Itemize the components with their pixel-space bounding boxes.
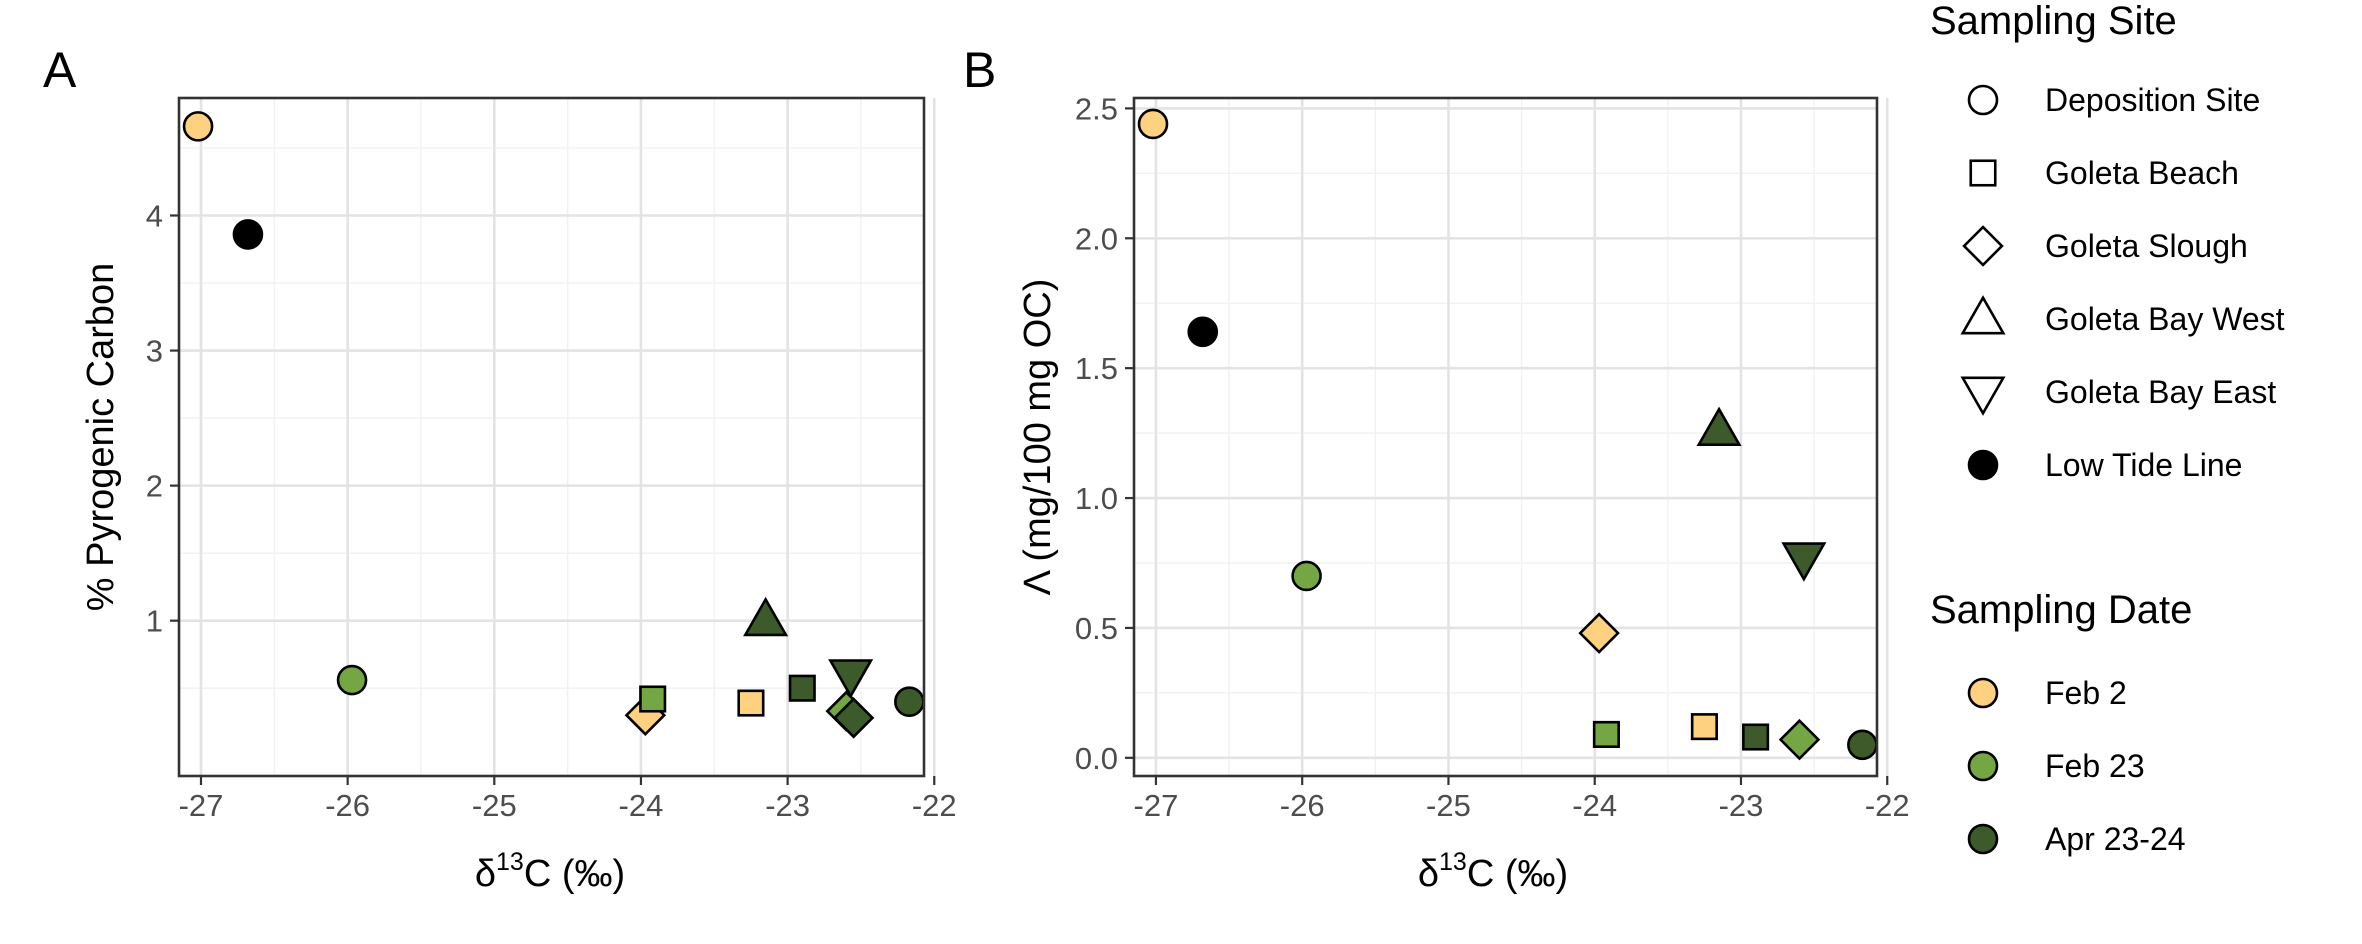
panel-a-data-point bbox=[737, 689, 765, 717]
panel-b-border bbox=[1132, 96, 1879, 778]
panel-b-x-tick-label: -27 bbox=[1134, 788, 1179, 823]
panel-a-border bbox=[177, 96, 926, 778]
panel-a-tag: A bbox=[43, 42, 77, 98]
legend-date-label: Feb 2 bbox=[2045, 675, 2127, 711]
legend-site-key-triangle-down bbox=[1960, 376, 2006, 416]
legend-site-key-triangle-up bbox=[1960, 295, 2006, 335]
legend-sampling-site: Sampling Site Deposition Site Goleta Beac… bbox=[1930, 0, 2285, 483]
panel-b-data-point bbox=[1291, 560, 1322, 592]
panel-b-y-axis-title: Λ (mg/100 mg OC) bbox=[1017, 279, 1059, 596]
panel-b-data-point bbox=[1781, 542, 1827, 582]
panel-b-data-point bbox=[1696, 406, 1742, 447]
panel-b-data-point bbox=[1137, 108, 1169, 140]
legend-site-label: Low Tide Line bbox=[2045, 447, 2242, 483]
panel-a-y-tick-label: 3 bbox=[146, 334, 163, 369]
panel-a-data-point bbox=[743, 596, 789, 637]
panel-b-x-tick-label: -25 bbox=[1426, 788, 1471, 823]
panel-a-data-point bbox=[182, 111, 214, 142]
legend-site-key-circle-filled bbox=[1967, 449, 1999, 481]
legend-site-label: Deposition Site bbox=[2045, 82, 2260, 118]
panel-a-y-tick-label: 2 bbox=[146, 469, 163, 504]
panel-b-x-tick-label: -24 bbox=[1572, 788, 1617, 823]
panel-a-x-axis-title-superscript: 13 bbox=[496, 848, 524, 876]
panel-a-x-tick-label: -26 bbox=[325, 788, 370, 823]
legend-site-key-diamond bbox=[1962, 225, 2004, 267]
legend-site-label: Goleta Beach bbox=[2045, 155, 2239, 191]
panel-a-data-point bbox=[232, 219, 264, 250]
legend-date-label: Feb 23 bbox=[2045, 748, 2145, 784]
panel-a-x-tick-label: -25 bbox=[472, 788, 517, 823]
panel-a-data-point bbox=[639, 685, 667, 713]
panel-a-x-tick-label: -27 bbox=[179, 788, 224, 823]
legend-date-label: Apr 23-24 bbox=[2045, 821, 2186, 857]
panel-b-data-point bbox=[1690, 713, 1718, 741]
panel-a-x-tick-label: -23 bbox=[765, 788, 810, 823]
legend-date-key-circle bbox=[1967, 750, 1999, 782]
panel-a-y-axis-title: % Pyrogenic Carbon bbox=[80, 263, 122, 612]
panel-b-data-point bbox=[1592, 720, 1620, 748]
panel-a-data-point bbox=[336, 664, 368, 696]
panel-b-x-axis-title-superscript: 13 bbox=[1439, 848, 1467, 876]
panel-b: B -27 -26 -25 -24 -23 -22 0.0 0.5 1.0 1.5 2.0 2.5 Λ… bbox=[963, 42, 1910, 895]
panel-a-x-axis-title-rest: C (‰) bbox=[524, 853, 625, 895]
panel-b-x-axis-title: δ13C (‰) bbox=[1418, 848, 1568, 895]
panel-a-data-point bbox=[788, 674, 816, 702]
panel-b-background bbox=[1134, 98, 1877, 776]
legend-site-key-circle bbox=[1967, 84, 1999, 116]
panel-b-x-tick-label: -26 bbox=[1280, 788, 1325, 823]
panel-b-y-tick-label: 2.5 bbox=[1075, 91, 1118, 126]
legend-date-key-circle bbox=[1967, 823, 1999, 855]
panel-b-y-tick-label: 2.0 bbox=[1075, 221, 1118, 256]
panel-a-data-point bbox=[828, 659, 874, 699]
legend-sampling-date-title: Sampling Date bbox=[1930, 588, 2192, 632]
legend-date-key-circle bbox=[1967, 677, 1999, 709]
panel-b-x-axis-title-delta: δ bbox=[1418, 853, 1439, 895]
legend-site-key-square bbox=[1969, 159, 1997, 187]
panel-a-y-tick-label: 4 bbox=[146, 199, 163, 234]
panel-b-x-tick-label: -22 bbox=[1865, 788, 1910, 823]
panel-a-y-tick-label: 1 bbox=[146, 604, 163, 639]
panel-b-y-tick-label: 1.0 bbox=[1075, 481, 1118, 516]
legend-site-label: Goleta Slough bbox=[2045, 228, 2248, 264]
panel-b-y-tick-label: 0.5 bbox=[1075, 611, 1118, 646]
legend-site-label: Goleta Bay West bbox=[2045, 301, 2285, 337]
panel-b-x-axis-title-rest: C (‰) bbox=[1467, 853, 1568, 895]
panel-b-x-tick-label: -23 bbox=[1719, 788, 1764, 823]
panel-b-data-point bbox=[1742, 723, 1770, 751]
panel-b-data-point bbox=[1847, 729, 1878, 761]
panel-a: A -27 -26 -25 -24 -23 -22 1 2 3 4 % Pyrogenic Car… bbox=[43, 42, 957, 895]
legend-sampling-date: Sampling Date Feb 2 Feb 23 Apr 23-24 bbox=[1930, 588, 2192, 857]
panel-b-plot-area: -27 -26 -25 -24 -23 -22 0.0 0.5 1.0 1.5 2.0 2.5 bbox=[1075, 91, 1910, 823]
panel-b-y-tick-label: 1.5 bbox=[1075, 351, 1118, 386]
panel-a-data-point bbox=[832, 697, 875, 739]
panel-a-x-tick-label: -24 bbox=[619, 788, 664, 823]
panel-a-x-tick-label: -22 bbox=[912, 788, 957, 823]
panel-b-tag: B bbox=[963, 42, 996, 98]
panel-a-data-point bbox=[894, 686, 925, 718]
panel-b-y-tick-label: 0.0 bbox=[1075, 741, 1118, 776]
panel-b-data-point bbox=[1778, 718, 1821, 761]
legend-site-label: Goleta Bay East bbox=[2045, 374, 2276, 410]
panel-b-data-point bbox=[1187, 316, 1219, 348]
panel-a-x-axis-title-delta: δ bbox=[475, 853, 496, 895]
legend-sampling-site-title: Sampling Site bbox=[1930, 0, 2177, 43]
panel-a-plot-area: -27 -26 -25 -24 -23 -22 1 2 3 4 bbox=[146, 96, 957, 823]
panel-b-data-point bbox=[1578, 612, 1620, 654]
panel-a-background bbox=[179, 98, 924, 776]
panel-a-x-axis-title: δ13C (‰) bbox=[475, 848, 625, 895]
